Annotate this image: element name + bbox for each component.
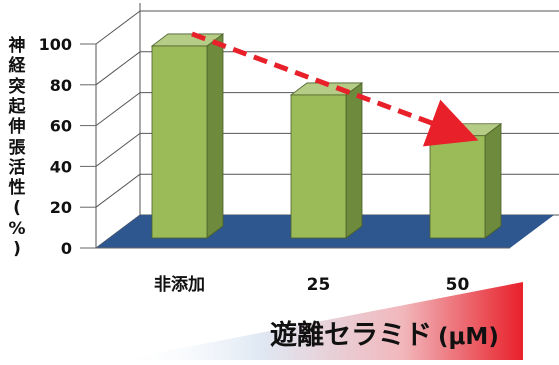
- trend-arrow: [191, 31, 479, 147]
- bar-0: [151, 45, 208, 239]
- x-tick-label-2: 50: [446, 275, 470, 295]
- y-tick-label-3: 60: [50, 117, 72, 136]
- y-axis-label-char: ): [13, 239, 21, 259]
- y-axis-label-char: 起: [8, 96, 26, 117]
- y-axis-label-char: %: [8, 218, 26, 239]
- bar-side-1: [345, 82, 363, 239]
- y-tick-label-4: 80: [50, 76, 72, 95]
- concentration-gradient: [120, 282, 523, 360]
- concentration-label: 遊離セラミド (μM): [270, 313, 499, 352]
- y-tick-label-1: 20: [50, 198, 72, 217]
- y-axis-label-char: 張: [8, 137, 26, 158]
- y-axis-label-char: 伸: [8, 117, 26, 138]
- grid-depth-1: [95, 173, 141, 208]
- y-axis-label-char: 活: [8, 157, 26, 178]
- x-tick-label-1: 25: [307, 275, 331, 295]
- y-axis-label-char: 突: [8, 76, 26, 97]
- grid-depth-3: [95, 92, 141, 126]
- grid-depth-4: [95, 51, 141, 86]
- concentration-unit: (μM): [438, 324, 499, 350]
- bar-side-0: [206, 33, 224, 239]
- bar-side-2: [484, 122, 502, 239]
- grid-depth-5: [95, 10, 141, 45]
- bar-2: [429, 135, 486, 239]
- x-tick-label-0: 非添加: [154, 274, 205, 295]
- y-axis-label-char: 経: [8, 56, 26, 77]
- y-tick-label-0: 0: [61, 239, 72, 258]
- y-axis-label: 神経突起伸張活性(%): [0, 38, 30, 263]
- y-axis-label-char: 性: [8, 178, 26, 199]
- y-axis-label-char: 神: [8, 36, 26, 56]
- y-tick-label-2: 40: [50, 157, 72, 176]
- bar-1: [290, 94, 347, 239]
- grid-depth-2: [95, 132, 141, 167]
- y-axis-label-char: (: [13, 198, 21, 219]
- concentration-text: 遊離セラミド: [270, 320, 432, 351]
- y-tick-label-5: 100: [39, 35, 72, 54]
